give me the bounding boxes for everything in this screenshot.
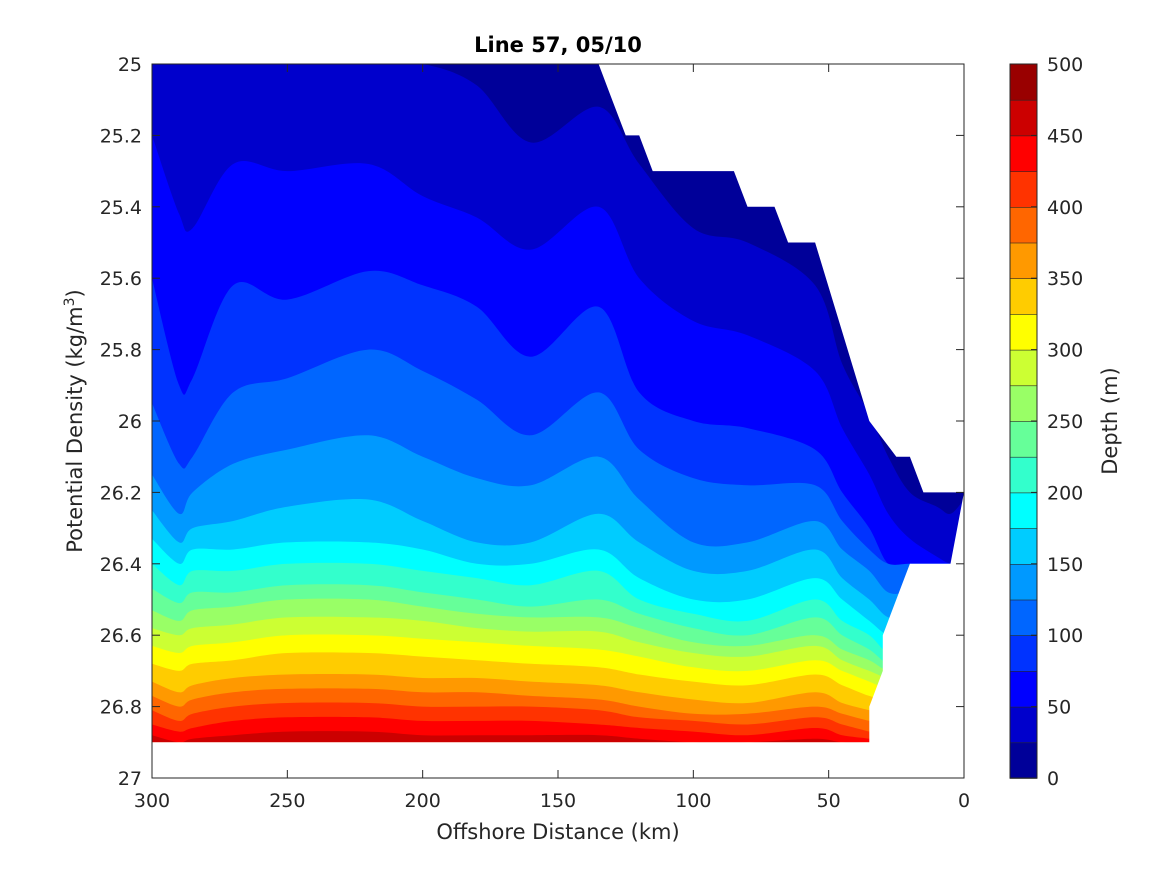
- x-axis-ticks: 300 250 200 150 100 50 0: [134, 64, 970, 812]
- colorbar-band: [1009, 313, 1038, 351]
- y-tick-label: 26.6: [100, 625, 142, 647]
- plot-area: [151, 63, 965, 779]
- x-tick-label: 300: [134, 790, 170, 812]
- colorbar-tick-label: 250: [1047, 411, 1083, 433]
- x-axis-label: Offshore Distance (km): [436, 820, 679, 844]
- colorbar-band: [1009, 563, 1038, 601]
- contour-band: [152, 731, 964, 743]
- colorbar-band: [1009, 170, 1038, 208]
- colorbar-tick-label: 300: [1047, 340, 1083, 362]
- colorbar-tick-label: 350: [1047, 268, 1083, 290]
- x-tick-label: 50: [817, 790, 841, 812]
- y-tick-label: 25.4: [100, 197, 142, 219]
- colorbar-band: [1009, 63, 1038, 101]
- y-axis-label-close: ): [63, 289, 87, 297]
- colorbar-band: [1009, 706, 1038, 744]
- colorbar: 0 50 100 150 200 250 300 350 400 450 500 Depth (m): [1009, 54, 1122, 790]
- colorbar-band: [1009, 599, 1038, 637]
- y-axis-label: Potential Density (kg/m3): [62, 289, 87, 553]
- colorbar-tick-label: 100: [1047, 625, 1083, 647]
- y-tick-label: 26.4: [100, 554, 142, 576]
- contour-fills: [152, 64, 964, 778]
- y-axis-label-main: Potential Density (kg/m: [63, 306, 87, 552]
- colorbar-band: [1009, 206, 1038, 244]
- y-tick-label: 25.8: [100, 340, 142, 362]
- colorbar-tick-label: 400: [1047, 197, 1083, 219]
- colorbar-tick-label: 150: [1047, 554, 1083, 576]
- colorbar-band: [1009, 456, 1038, 494]
- colorbar-band: [1009, 135, 1038, 172]
- y-tick-label: 26: [118, 411, 142, 433]
- y-tick-label: 25.6: [100, 268, 142, 290]
- colorbar-tick-label: 200: [1047, 482, 1083, 504]
- colorbar-band: [1009, 242, 1038, 280]
- no-data-mask: [152, 64, 964, 778]
- colorbar-band: [1009, 349, 1038, 387]
- colorbar-tick-label: 0: [1047, 768, 1059, 790]
- y-axis-ticks: 25 25.2 25.4 25.6 25.8 26 26.2 26.4 26.6 26.8 27: [100, 54, 964, 790]
- colorbar-band: [1009, 741, 1038, 779]
- x-tick-label: 0: [958, 790, 970, 812]
- y-axis-label-superscript: 3: [62, 297, 78, 306]
- x-tick-label: 200: [405, 790, 441, 812]
- colorbar-band: [1009, 277, 1038, 315]
- x-tick-label: 100: [675, 790, 711, 812]
- x-tick-label: 150: [540, 790, 576, 812]
- colorbar-band: [1009, 420, 1038, 458]
- colorbar-tick-label: 450: [1047, 125, 1083, 147]
- colorbar-band: [1009, 670, 1038, 708]
- colorbar-band: [1009, 527, 1038, 565]
- colorbar-band: [1009, 492, 1038, 529]
- colorbar-tick-label: 50: [1047, 697, 1071, 719]
- colorbar-label: Depth (m): [1098, 367, 1122, 474]
- y-tick-label: 26.2: [100, 482, 142, 504]
- y-tick-label: 26.8: [100, 697, 142, 719]
- x-tick-label: 250: [269, 790, 305, 812]
- colorbar-band: [1009, 384, 1038, 422]
- colorbar-band: [1009, 99, 1038, 137]
- chart-title: Line 57, 05/10: [474, 33, 642, 57]
- colorbar-tick-label: 500: [1047, 54, 1083, 76]
- colorbar-ticks: 0 50 100 150 200 250 300 350 400 450 500: [1031, 54, 1083, 790]
- y-tick-label: 25.2: [100, 125, 142, 147]
- y-tick-label: 25: [118, 54, 142, 76]
- y-tick-label: 27: [118, 768, 142, 790]
- colorbar-band: [1009, 634, 1038, 672]
